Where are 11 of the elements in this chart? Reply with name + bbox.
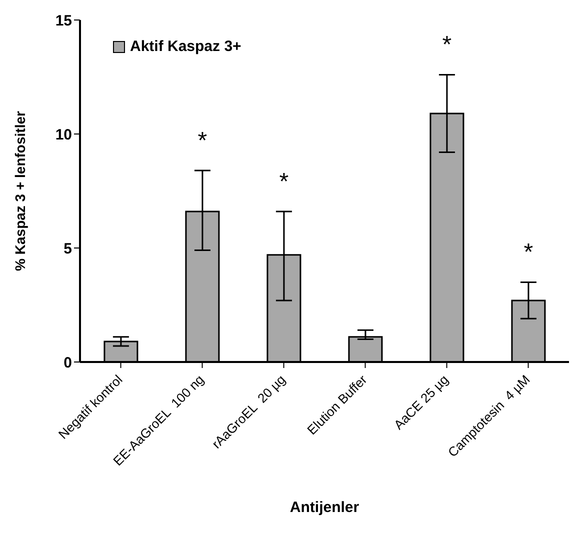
y-axis-title: % Kaspaz 3 + lenfositler [12, 110, 28, 271]
y-tick-label: 10 [55, 126, 72, 144]
data-label: * [442, 32, 452, 59]
data-label: * [198, 127, 208, 154]
x-axis-title: Antijenler [290, 499, 360, 516]
y-tick-label: 15 [55, 12, 72, 30]
legend-label: Aktif Kaspaz 3+ [130, 38, 242, 55]
data-label: * [279, 168, 289, 196]
y-tick-label: 0 [64, 354, 72, 372]
data-label: * [524, 239, 534, 266]
y-tick-label: 5 [64, 240, 72, 258]
